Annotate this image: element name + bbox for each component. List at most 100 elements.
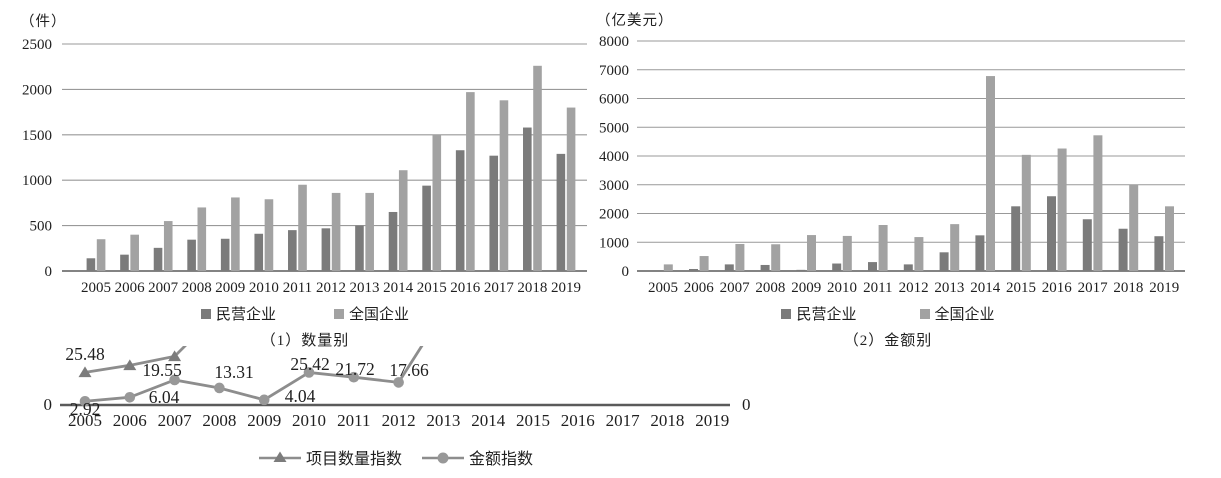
quantity-chart-bar-national-2013 <box>365 192 374 271</box>
private-swatch-icon <box>781 308 792 319</box>
index-zero-left: 0 <box>44 395 53 414</box>
index-amount-index-line <box>84 346 424 403</box>
quantity-chart-bar-private-2008 <box>187 239 196 271</box>
amount-chart-xlabel-2015: 2015 <box>1006 280 1036 296</box>
amount-chart-xlabel-2016: 2016 <box>1042 280 1073 296</box>
amount-chart-xlabel-2014: 2014 <box>970 280 1001 296</box>
index-chart: 0 0 2005 2006 2007 2008 2009 2010 2011 2012 2013 20… <box>44 346 751 430</box>
quantity-chart-bar-private-2006 <box>120 254 129 271</box>
index-xlabel-2014: 2014 <box>471 411 506 430</box>
amount-chart-ytick-1000: 1000 <box>599 235 629 251</box>
index-amount-index-marker-2009 <box>258 394 270 406</box>
amount-chart-xlabel-2013: 2013 <box>934 280 964 296</box>
quantity-chart-bar-private-2015 <box>422 185 431 271</box>
index-amount-index-label-2009: 4.04 <box>285 386 316 406</box>
index-amount-index-marker-2011 <box>348 371 360 383</box>
index-project-count-index-marker-2007 <box>168 350 182 362</box>
quantity-chart-unit-label: （件） <box>20 14 67 30</box>
quantity-chart-bar-national-2015 <box>432 134 442 271</box>
amount-chart-bar-national-2017 <box>1093 135 1103 271</box>
private-swatch-icon <box>200 308 211 319</box>
index-amount-index-marker-2007 <box>169 374 180 386</box>
legend-item-private: 民营企业 <box>200 303 276 324</box>
amount-chart-ytick-8000: 8000 <box>599 34 629 50</box>
amount-chart-bar-national-2010 <box>842 235 852 271</box>
index-amount-index-marker-2006 <box>124 391 136 403</box>
legend-item-national: 全国企业 <box>919 303 995 324</box>
index-xlabel-2006: 2006 <box>113 411 147 430</box>
index-xlabel-2011: 2011 <box>337 411 370 430</box>
legend-label-project-count-index: 项目数量指数 <box>305 451 402 468</box>
quantity-chart-bar-private-2014 <box>388 211 398 271</box>
quantity-chart-bar-national-2006 <box>130 234 139 271</box>
amount-chart-bar-private-2006 <box>689 268 698 271</box>
amount-chart-xlabel-2010: 2010 <box>827 280 857 296</box>
quantity-chart-bar-private-2011 <box>288 230 297 271</box>
quantity-chart-bar-private-2007 <box>153 247 163 271</box>
quantity-chart-xlabel-2011: 2011 <box>283 280 312 296</box>
amount-chart-xlabel-2019: 2019 <box>1149 280 1179 296</box>
quantity-chart-bar-private-2012 <box>321 228 331 271</box>
national-swatch-icon <box>334 308 344 319</box>
legend-label-national: 全国企业 <box>934 307 995 323</box>
quantity-chart-bar-national-2010 <box>264 199 274 271</box>
quantity-chart-xlabel-2018: 2018 <box>517 280 547 296</box>
quantity-chart-bar-national-2018 <box>533 65 542 272</box>
quantity-chart-bar-national-2009 <box>231 197 240 271</box>
quantity-chart-ytick-1000: 1000 <box>22 173 52 189</box>
national-swatch-icon <box>919 308 930 319</box>
quantity-chart-xlabel-2014: 2014 <box>383 280 414 296</box>
amount-chart-bar-national-2019 <box>1165 206 1174 271</box>
quantity-chart-ytick-1500: 1500 <box>22 128 52 144</box>
index-project-count-index-label-2005: 25.48 <box>65 346 105 364</box>
amount-chart-bar-national-2018 <box>1129 184 1139 271</box>
amount-chart-ytick-7000: 7000 <box>599 63 629 79</box>
quantity-chart-xlabel-2005: 2005 <box>81 280 111 296</box>
amount-chart-ytick-6000: 6000 <box>599 92 629 108</box>
amount-chart-bar-private-2008 <box>760 264 770 271</box>
legend-item-national: 全国企业 <box>334 303 409 324</box>
amount-chart-bar-national-2016 <box>1057 148 1067 271</box>
quantity-chart-bar-national-2019 <box>566 107 576 271</box>
index-project-count-index-line <box>84 346 187 374</box>
amount-chart-bar-private-2019 <box>1154 236 1164 271</box>
index-xlabel-2005: 2005 <box>68 411 102 430</box>
quantity-chart-bar-private-2017 <box>489 155 499 271</box>
quantity-chart-bar-private-2018 <box>523 127 532 271</box>
index-amount-index-marker-2005 <box>79 395 91 407</box>
amount-chart-legend: 民营企业 全国企业 <box>595 303 1221 324</box>
amount-chart-bar-private-2007 <box>724 264 734 271</box>
index-amount-index-label-2012: 17.66 <box>389 360 429 380</box>
quantity-chart-bar-national-2016 <box>466 92 475 272</box>
index-amount-index-label-2010: 25.42 <box>290 354 329 374</box>
quantity-chart-bar-private-2005 <box>86 258 96 271</box>
amount-chart-ytick-0: 0 <box>622 264 630 280</box>
amount-chart-unit-label: （亿美元） <box>596 13 674 29</box>
quantity-chart-bar-national-2005 <box>96 239 106 271</box>
amount-chart-xlabel-2005: 2005 <box>648 280 678 296</box>
amount-chart-bar-private-2016 <box>1047 196 1056 271</box>
amount-chart-bar-national-2015 <box>1021 154 1031 271</box>
amount-chart-bar-private-2014 <box>975 235 985 271</box>
quantity-chart-bar-national-2011 <box>298 184 307 271</box>
legend-item-amount-index: 金额指数 <box>420 445 533 469</box>
quantity-chart-xlabel-2016: 2016 <box>450 280 481 296</box>
legend-label-private: 民营企业 <box>215 307 276 323</box>
quantity-chart-bar-national-2017 <box>499 100 509 272</box>
amount-chart-bar-national-2006 <box>699 256 709 271</box>
index-amount-index-label-2008: 13.31 <box>214 362 253 382</box>
amount-chart-bar-national-2005 <box>663 264 673 271</box>
amount-chart-ytick-2000: 2000 <box>599 207 629 223</box>
legend-label-national: 全国企业 <box>349 307 410 323</box>
quantity-chart-legend: 民营企业 全国企业 <box>0 303 610 324</box>
quantity-chart-bar-private-2013 <box>355 225 364 271</box>
amount-chart-bar-national-2007 <box>735 243 745 271</box>
amount-chart-bar-private-2009 <box>796 269 806 271</box>
amount-chart-bar-private-2018 <box>1118 228 1128 271</box>
quantity-chart-title: （1）数量别 <box>260 333 350 349</box>
index-amount-index-label-2007: 19.55 <box>142 360 182 380</box>
legend-item-private: 民营企业 <box>781 303 857 324</box>
quantity-chart-xlabel-2009: 2009 <box>215 280 245 296</box>
amount-chart-xlabel-2012: 2012 <box>899 280 929 296</box>
